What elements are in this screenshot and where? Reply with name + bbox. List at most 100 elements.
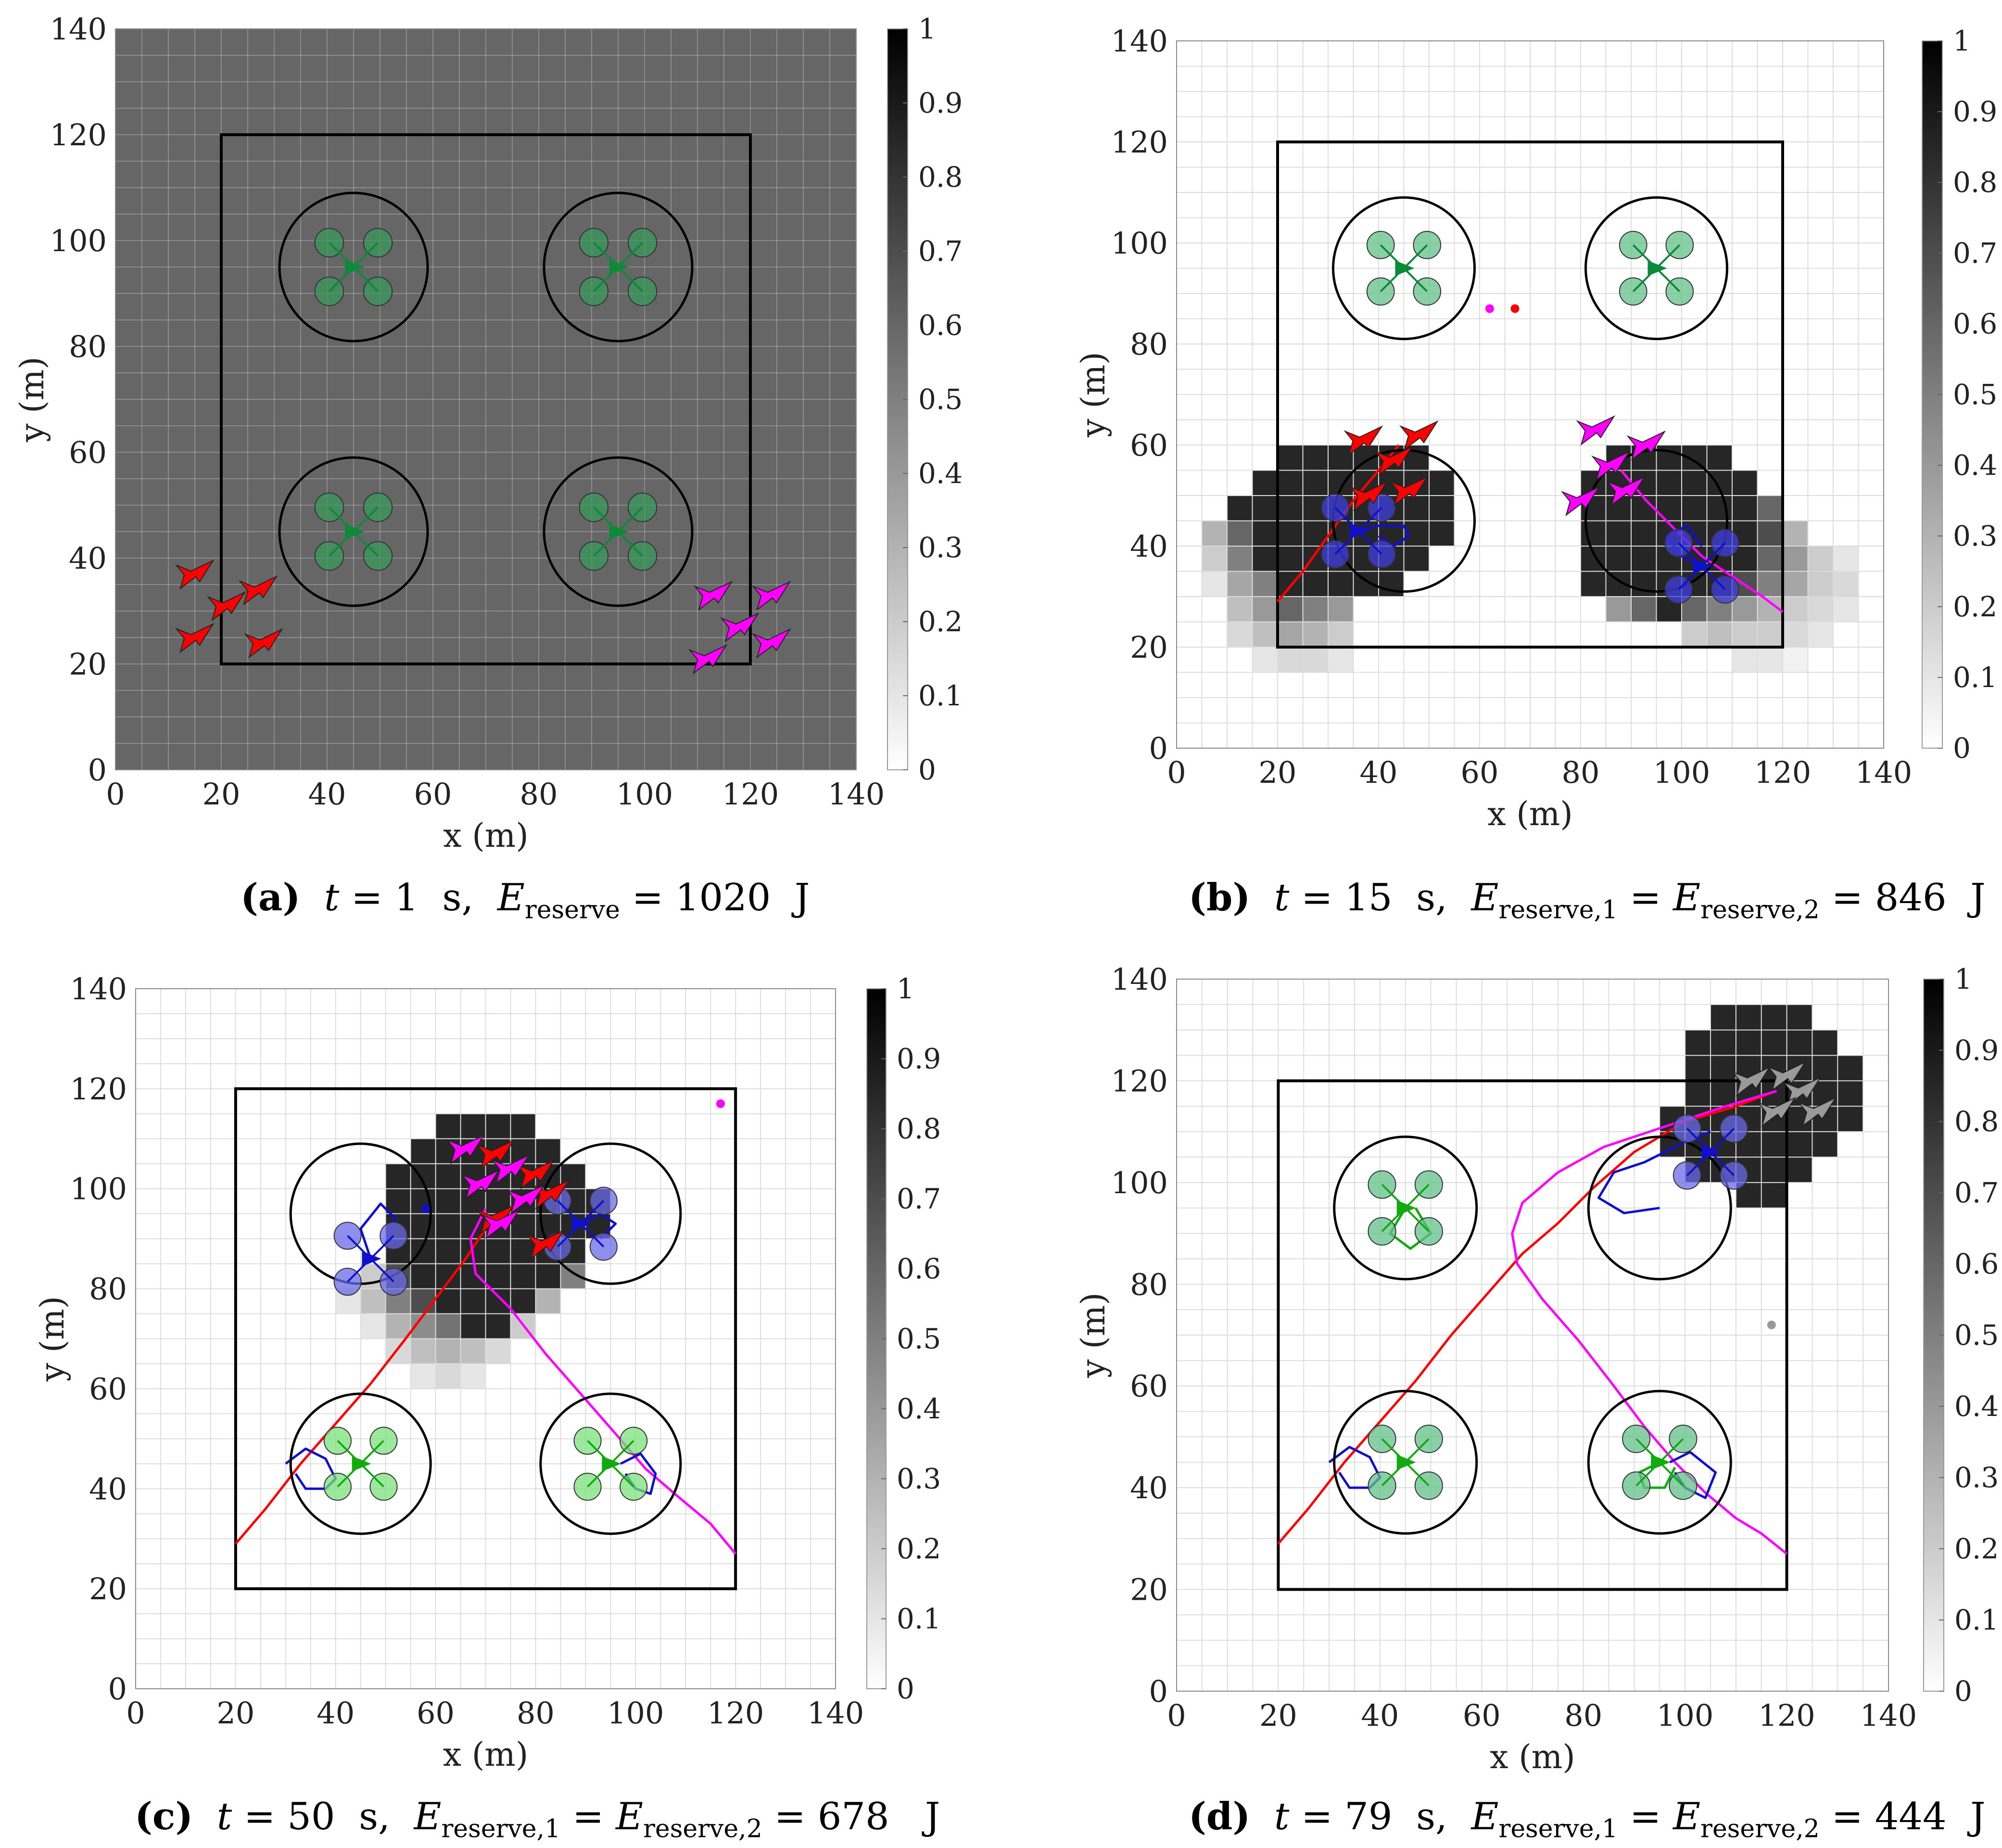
colorbar-tick-label: 0.7 (897, 1183, 941, 1215)
colorbar-tick-label: 0.5 (1953, 378, 1997, 411)
marker-point (1485, 304, 1494, 313)
heat-cell (1808, 597, 1833, 622)
heat-cell (1202, 571, 1227, 597)
heat-cell (1278, 445, 1303, 471)
protected-site-circle (1584, 196, 1728, 340)
x-tick-label: 80 (520, 777, 558, 812)
defender-drone (333, 1222, 408, 1296)
heat-cell (1783, 571, 1808, 597)
boundary-box (1277, 1079, 1788, 1591)
heat-cell (1757, 521, 1783, 546)
attacker-agent (460, 1169, 500, 1199)
attacker-agent (1757, 1096, 1797, 1127)
caption-a: (a) t = 1 s, Ereserve = 1020 J (241, 876, 810, 925)
heat-cell (435, 1263, 461, 1289)
heat-cell (1606, 521, 1631, 546)
x-tick-label: 140 (1860, 1698, 1917, 1733)
heat-cell (1429, 496, 1455, 521)
heat-cell (1808, 546, 1833, 572)
colorbar-tick-label: 0.8 (918, 161, 963, 193)
heat-cell (1278, 597, 1303, 622)
heat-cell (1783, 521, 1808, 546)
attacker-agent (751, 628, 791, 659)
colorbar-tick-label: 0.5 (918, 383, 963, 416)
defender-drone (314, 492, 393, 571)
y-tick-label: 40 (1130, 529, 1168, 564)
x-tick-label: 120 (1754, 755, 1811, 790)
heat-cell (1227, 597, 1253, 622)
heat-cell (1631, 571, 1657, 597)
heat-cell (485, 1288, 511, 1314)
chart-a: 0 20 40 60 80 100 120 140 0 20 40 60 80 100 120 140 x (m… (13, 12, 963, 855)
colorbar-tick-label: 0.5 (1954, 1319, 1999, 1351)
heading-marker (602, 1456, 621, 1472)
heading-marker (1647, 260, 1667, 276)
boundary-box (234, 1087, 737, 1591)
heat-cell (1429, 521, 1455, 546)
x-tick-label: 60 (1463, 1698, 1501, 1733)
x-tick-label: 0 (106, 777, 125, 812)
axes-frame (1176, 40, 1884, 749)
attacker-agent (526, 1229, 565, 1260)
heading-marker (1651, 1454, 1671, 1470)
x-tick-label: 40 (1361, 1698, 1399, 1733)
y-tick-label: 100 (1111, 226, 1168, 261)
heat-cell (1783, 597, 1808, 622)
y-tick-label: 120 (1111, 1063, 1168, 1098)
x-tick-label: 80 (1564, 1698, 1602, 1733)
heat-cell (410, 1213, 436, 1239)
heat-cell (460, 1113, 486, 1139)
heat-cell (1757, 546, 1783, 572)
chart-d: 0 20 40 60 80 100 120 140 0 20 40 60 80 100 120 140 x (m… (1075, 962, 1999, 1776)
colorbar-tick-label: 0.6 (1953, 307, 1997, 340)
heat-cell (1303, 597, 1328, 622)
colorbar-tick-label: 0.5 (897, 1323, 941, 1355)
heat-cell (1783, 647, 1808, 673)
marker-point (716, 1099, 725, 1109)
heading-marker (1702, 1144, 1721, 1160)
y-tick-label: 80 (89, 1272, 127, 1307)
attacker-agent (476, 1139, 516, 1170)
attacker-agent (1343, 425, 1383, 456)
panel-b: 0 20 40 60 80 100 120 140 0 20 40 60 80 100 120 140 x (m… (1001, 0, 2002, 925)
heat-cell (1833, 571, 1859, 597)
y-tick-label: 140 (1111, 24, 1168, 59)
y-tick-label: 100 (70, 1172, 127, 1207)
heat-cell (1711, 1004, 1736, 1030)
heat-cell (1303, 445, 1328, 471)
attacker-agent (491, 1154, 531, 1185)
heat-cell (435, 1213, 461, 1239)
protected-site-circle (289, 1392, 432, 1535)
x-tick-label: 80 (1562, 755, 1600, 790)
x-tick-label: 140 (828, 777, 885, 812)
x-tick-label: 120 (707, 1695, 764, 1731)
protected-site-circle (278, 456, 429, 607)
colorbar-tick-label: 0.3 (897, 1463, 941, 1495)
colorbar-tick-label: 0.3 (1954, 1461, 1999, 1494)
y-tick-label: 100 (1111, 1165, 1168, 1200)
heat-cell (460, 1364, 486, 1389)
heat-cell (1278, 470, 1303, 496)
heat-cell (1732, 597, 1758, 622)
heat-cell (1761, 1004, 1787, 1030)
y-tick-label: 60 (1130, 428, 1168, 463)
heat-cell (435, 1238, 461, 1264)
marker-point (421, 1204, 430, 1213)
heat-cell (535, 1288, 561, 1314)
colorbar-tick-label: 0.9 (1953, 95, 1997, 128)
heat-cell (1761, 1132, 1787, 1157)
protected-site-circle (1587, 1135, 1732, 1281)
heat-cell (1812, 1030, 1838, 1056)
heat-cell (410, 1364, 436, 1389)
attacker-agent (1626, 430, 1666, 461)
heat-cell (485, 1238, 511, 1264)
heat-cell (1711, 1081, 1736, 1107)
heat-cell (1837, 1081, 1863, 1107)
colorbar-tick-label: 0 (918, 753, 936, 786)
trajectory-line (469, 1208, 737, 1555)
heat-cell (1252, 521, 1278, 546)
heat-cell (485, 1338, 511, 1364)
heading-marker (362, 1251, 381, 1267)
heat-cell (1808, 571, 1833, 597)
heat-cell (1787, 1004, 1812, 1030)
